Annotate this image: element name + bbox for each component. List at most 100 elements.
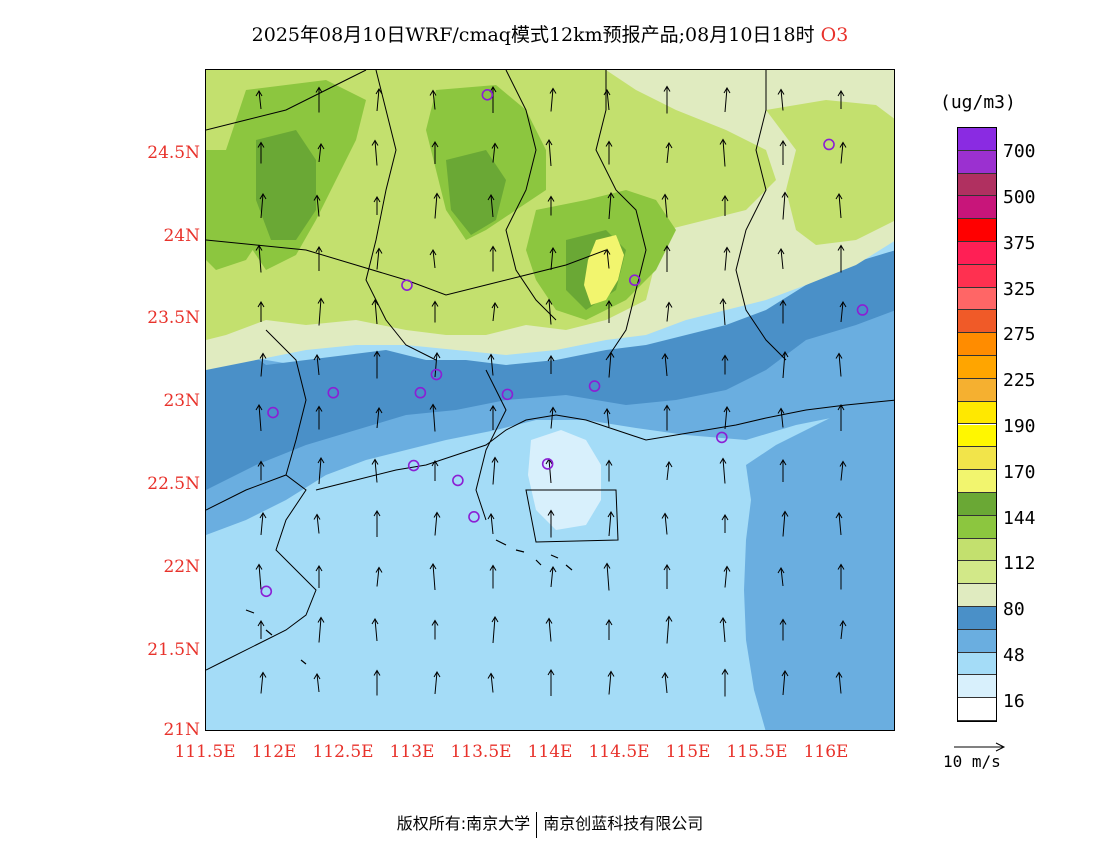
lat-label-22.5N: 22.5N [147, 474, 200, 494]
wind-arrow-head [835, 512, 843, 519]
colorbar-label: 112 [1003, 553, 1036, 574]
wind-arrow [432, 249, 436, 269]
wind-arrow [492, 302, 496, 322]
wind-arrow [258, 404, 262, 432]
wind-arrow-head [549, 87, 557, 94]
wind-arrow-head [839, 620, 847, 627]
wind-arrow-head [721, 195, 729, 202]
wind-arrow-head [835, 193, 843, 200]
wind-arrow [490, 673, 494, 693]
boundary-2 [365, 70, 437, 361]
station-marker[interactable] [628, 274, 641, 286]
wind-arrow-head [777, 407, 785, 414]
wind-arrow-head [663, 85, 671, 92]
wind-arrow [724, 566, 728, 588]
colorbar-segment [958, 310, 996, 334]
wind-arrow [374, 459, 378, 483]
wind-arrow [782, 511, 786, 537]
colorbar-segment [958, 401, 996, 425]
station-marker[interactable] [407, 459, 420, 472]
wind-arrow [780, 248, 784, 270]
wind-arrow-head [719, 298, 727, 305]
wind-arrow-head [661, 193, 669, 200]
wind-arrow-head [665, 142, 673, 149]
wind-arrow [666, 461, 670, 481]
colorbar-segment [958, 356, 996, 379]
wind-arrow-head [489, 564, 497, 571]
wind-arrow-head [547, 669, 555, 676]
wind-arrow-head [719, 457, 727, 464]
colorbar-label: 170 [1003, 462, 1036, 483]
wind-arrow-head [431, 619, 439, 626]
wind-arrow-head [837, 90, 845, 97]
wind-arrow-head [723, 246, 731, 253]
wind-arrow [780, 89, 784, 111]
wind-arrow [548, 618, 552, 642]
wind-arrow-head [433, 511, 441, 518]
wind-arrow-head [719, 138, 727, 145]
colorbar-segment [958, 470, 996, 493]
wind-arrow [316, 673, 320, 693]
wind-arrow [492, 616, 496, 644]
wind-arrow-head [545, 617, 553, 624]
station-marker[interactable] [501, 388, 514, 401]
chart-title: 2025年08月10日WRF/cmaq模式12km预报产品;08月10日18时 … [0, 20, 1100, 47]
wind-arrow-head [313, 673, 321, 680]
station-marker[interactable] [856, 304, 869, 316]
wind-arrow-head [723, 565, 731, 572]
wind-arrow-head [313, 354, 321, 361]
contour-112-144-east [766, 100, 894, 245]
wind-arrow-head [549, 566, 557, 573]
wind-arrow [318, 143, 322, 163]
station-marker[interactable] [267, 406, 279, 419]
wind-arrow-head [663, 245, 671, 252]
wind-arrow-head [661, 512, 669, 519]
colorbar-label: 325 [1003, 279, 1036, 300]
lat-label-23N: 23N [163, 391, 200, 411]
wind-arrow-head [721, 354, 729, 361]
wind-arrow-head [839, 141, 847, 148]
station-marker[interactable] [481, 89, 494, 101]
station-marker[interactable] [716, 431, 728, 444]
wind-arrow-head [317, 457, 325, 464]
station-marker[interactable] [588, 380, 601, 392]
wind-arrow [664, 672, 668, 694]
wind-arrow [780, 567, 784, 587]
station-marker[interactable] [414, 386, 427, 399]
station-marker[interactable] [327, 386, 340, 399]
station-marker[interactable] [430, 368, 443, 381]
wind-arrow-head [317, 143, 325, 150]
wind-arrow-head [837, 563, 845, 570]
lon-label-112E: 112E [251, 742, 297, 762]
wind-arrow [548, 458, 552, 484]
forecast-map[interactable] [205, 69, 895, 731]
wind-arrow [782, 351, 786, 379]
wind-arrow-head [777, 88, 785, 95]
hk-boundary [525, 489, 619, 543]
wind-arrow-head [661, 672, 669, 679]
station-marker[interactable] [260, 585, 273, 598]
wind-arrow-head [835, 671, 843, 678]
wind-arrow-head [255, 563, 263, 570]
wind-arrow-head [487, 194, 495, 201]
wind-arrow [724, 247, 728, 271]
colorbar-segment [958, 584, 996, 607]
lon-label-116E: 116E [803, 742, 849, 762]
coastline-2 [315, 399, 894, 491]
station-marker[interactable] [401, 279, 413, 291]
wind-arrow [722, 139, 726, 167]
colorbar-segment [958, 652, 996, 676]
wind-arrow-head [373, 510, 381, 517]
wind-arrow-head [487, 353, 495, 360]
lon-label-115.5E: 115.5E [726, 742, 788, 762]
map-canvas [206, 70, 894, 730]
station-marker[interactable] [541, 458, 554, 470]
station-marker[interactable] [823, 138, 835, 151]
boundary-3 [505, 70, 557, 321]
station-marker[interactable] [452, 474, 464, 487]
wind-arrow [664, 513, 668, 535]
station-marker[interactable] [468, 511, 480, 523]
wind-arrow [606, 89, 610, 111]
wind-arrow-head [431, 141, 439, 148]
wind-arrow [666, 302, 670, 322]
